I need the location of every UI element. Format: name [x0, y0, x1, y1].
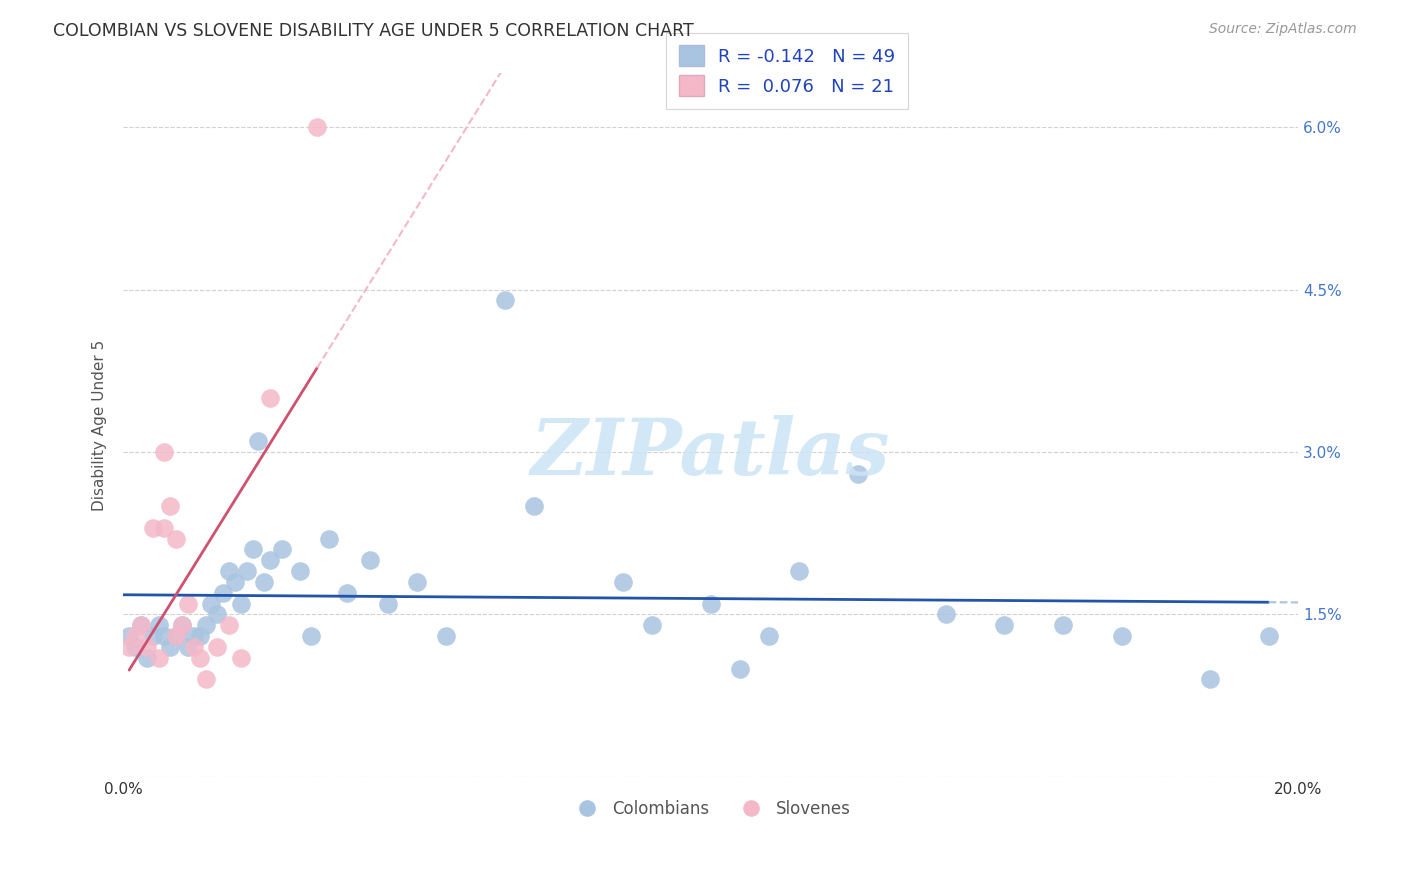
- Point: [699, 597, 721, 611]
- Legend: Colombians, Slovenes: Colombians, Slovenes: [564, 794, 858, 825]
- Point: [177, 597, 200, 611]
- Point: [523, 499, 546, 513]
- Point: [218, 618, 240, 632]
- Point: [148, 650, 170, 665]
- Point: [1257, 629, 1279, 643]
- Point: [434, 629, 457, 643]
- Point: [153, 445, 176, 459]
- Point: [377, 597, 399, 611]
- Point: [299, 629, 322, 643]
- Point: [183, 629, 205, 643]
- Point: [177, 640, 200, 654]
- Point: [165, 532, 187, 546]
- Point: [212, 586, 235, 600]
- Text: Source: ZipAtlas.com: Source: ZipAtlas.com: [1209, 22, 1357, 37]
- Point: [728, 662, 751, 676]
- Point: [1199, 673, 1222, 687]
- Y-axis label: Disability Age Under 5: Disability Age Under 5: [93, 339, 107, 510]
- Point: [494, 293, 516, 308]
- Point: [148, 618, 170, 632]
- Point: [153, 629, 176, 643]
- Point: [259, 553, 281, 567]
- Point: [135, 640, 157, 654]
- Point: [641, 618, 664, 632]
- Point: [612, 574, 634, 589]
- Point: [207, 607, 229, 622]
- Point: [218, 564, 240, 578]
- Point: [118, 629, 141, 643]
- Point: [253, 574, 276, 589]
- Point: [335, 586, 357, 600]
- Point: [165, 629, 187, 643]
- Point: [188, 650, 211, 665]
- Point: [142, 521, 165, 535]
- Point: [153, 521, 176, 535]
- Point: [229, 597, 252, 611]
- Point: [194, 618, 217, 632]
- Point: [170, 618, 193, 632]
- Point: [207, 640, 229, 654]
- Point: [359, 553, 381, 567]
- Point: [118, 640, 141, 654]
- Point: [993, 618, 1015, 632]
- Point: [229, 650, 252, 665]
- Point: [124, 629, 146, 643]
- Point: [259, 391, 281, 405]
- Point: [165, 629, 187, 643]
- Point: [224, 574, 246, 589]
- Point: [183, 640, 205, 654]
- Point: [307, 120, 329, 135]
- Point: [846, 467, 869, 481]
- Point: [142, 629, 165, 643]
- Point: [200, 597, 222, 611]
- Point: [242, 542, 264, 557]
- Point: [758, 629, 780, 643]
- Point: [935, 607, 957, 622]
- Point: [170, 618, 193, 632]
- Point: [787, 564, 810, 578]
- Text: COLOMBIAN VS SLOVENE DISABILITY AGE UNDER 5 CORRELATION CHART: COLOMBIAN VS SLOVENE DISABILITY AGE UNDE…: [53, 22, 695, 40]
- Point: [129, 618, 152, 632]
- Point: [124, 640, 146, 654]
- Point: [1052, 618, 1074, 632]
- Point: [194, 673, 217, 687]
- Point: [288, 564, 311, 578]
- Point: [159, 499, 181, 513]
- Point: [1111, 629, 1133, 643]
- Point: [188, 629, 211, 643]
- Point: [235, 564, 257, 578]
- Point: [129, 618, 152, 632]
- Point: [270, 542, 292, 557]
- Point: [159, 640, 181, 654]
- Point: [135, 650, 157, 665]
- Point: [247, 434, 270, 449]
- Point: [406, 574, 429, 589]
- Point: [318, 532, 340, 546]
- Text: ZIPatlas: ZIPatlas: [531, 415, 890, 491]
